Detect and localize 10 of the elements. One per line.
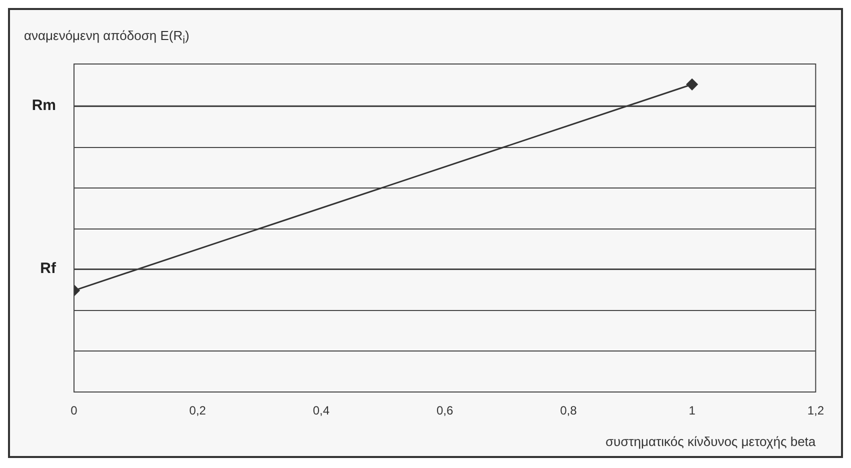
x-tick-label: 0,6 bbox=[436, 404, 454, 418]
x-tick-label: 0,8 bbox=[560, 404, 578, 418]
x-tick-label: 1,2 bbox=[807, 404, 824, 418]
x-tick-label: 0 bbox=[70, 404, 78, 418]
x-tick-label: 0,4 bbox=[312, 404, 330, 418]
y-axis-title: αναμενόμενη απόδοση E(R$_{i}$) bbox=[24, 28, 190, 47]
x-tick-label: 0,2 bbox=[189, 404, 206, 418]
ref-line-label: Rm bbox=[32, 97, 56, 114]
x-tick-label: 1 bbox=[688, 404, 696, 418]
x-axis-title: συστηματικός κίνδυνος μετοχής beta bbox=[605, 434, 816, 449]
